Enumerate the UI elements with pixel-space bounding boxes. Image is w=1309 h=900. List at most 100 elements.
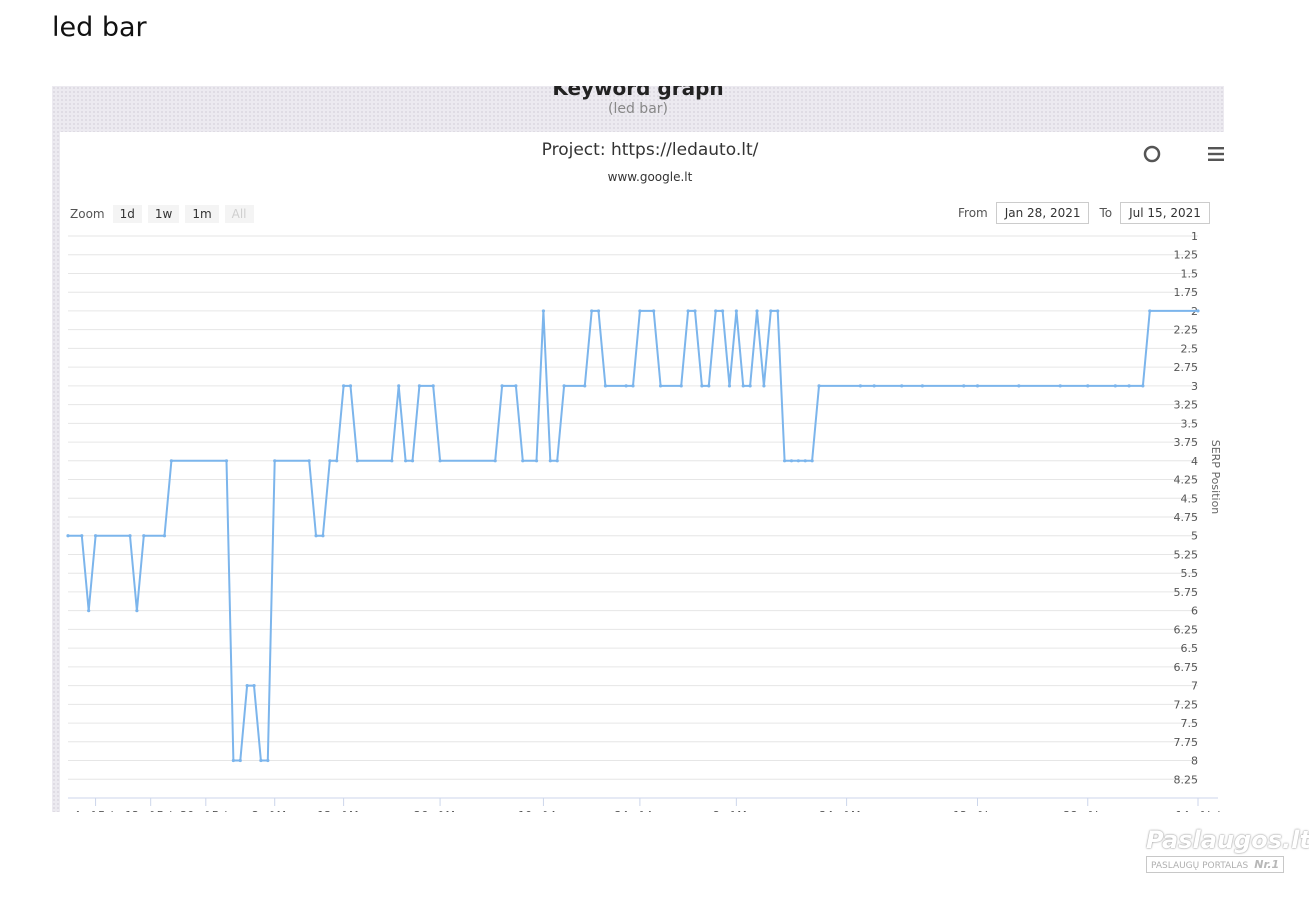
zoom-1d-button[interactable]: 1d <box>112 205 142 223</box>
data-point <box>693 309 697 313</box>
data-point <box>1127 384 1131 388</box>
x-tick-label: 12 of Jun <box>953 809 1002 812</box>
hamburger-menu-icon[interactable] <box>1206 144 1224 164</box>
data-point <box>803 459 807 463</box>
data-point <box>652 309 656 313</box>
y-tick-label: 1 <box>1191 230 1198 243</box>
data-point <box>686 309 690 313</box>
data-point <box>590 309 594 313</box>
data-point <box>727 384 732 388</box>
data-point <box>238 758 242 763</box>
y-tick-label: 7 <box>1191 680 1198 693</box>
data-point <box>307 459 311 463</box>
y-tick-label: 5.25 <box>1174 548 1199 561</box>
data-point <box>328 459 332 463</box>
from-date-input[interactable]: Jan 28, 2021 <box>995 202 1090 224</box>
page-heading: led bar <box>52 12 147 43</box>
data-point <box>169 459 173 463</box>
data-point <box>224 459 229 463</box>
y-tick-label: 3.25 <box>1174 399 1199 412</box>
y-tick-label: 5.75 <box>1174 586 1199 599</box>
data-point <box>252 684 256 688</box>
data-point <box>135 609 139 613</box>
watermark-brand: Paslaugos.lt <box>1146 826 1309 854</box>
y-tick-label: 3.75 <box>1174 436 1199 449</box>
keyword-chart-svg: 11.251.51.7522.252.52.7533.253.53.7544.2… <box>66 230 1222 812</box>
data-point <box>789 459 794 463</box>
data-point <box>541 309 546 313</box>
y-tick-label: 1.75 <box>1174 286 1199 299</box>
chart-title: Project: https://ledauto.lt/ <box>541 140 759 160</box>
data-point <box>493 459 497 463</box>
y-tick-label: 3 <box>1191 380 1198 393</box>
screenshot-title: Keyword graph <box>552 86 724 100</box>
data-point <box>342 384 346 388</box>
data-point <box>872 384 876 388</box>
zoom-1w-button[interactable]: 1w <box>147 205 180 223</box>
data-point <box>734 309 738 313</box>
data-point <box>810 459 814 463</box>
x-tick-label: 26 of Mar <box>414 809 467 812</box>
data-point <box>404 459 408 463</box>
screenshot-frame: Keyword graph (led bar) 1 1.25 1.5 1.75 2 2.2… <box>52 86 1224 812</box>
y-tick-label: 2.5 <box>1181 342 1199 355</box>
y-tick-label: 4.5 <box>1181 492 1199 505</box>
data-point <box>548 459 552 463</box>
data-point <box>500 384 504 388</box>
data-point <box>321 534 325 538</box>
data-point <box>534 459 539 463</box>
data-point <box>355 459 359 463</box>
data-point <box>1017 384 1021 388</box>
data-point <box>128 534 132 538</box>
y-tick-label: 8.25 <box>1174 773 1199 786</box>
data-point <box>624 384 628 388</box>
data-point <box>80 534 84 538</box>
data-point <box>1141 384 1145 388</box>
data-point <box>720 309 725 313</box>
data-point <box>748 384 752 388</box>
x-tick-label: 4 of Feb <box>74 809 118 812</box>
data-point <box>920 384 924 388</box>
y-tick-label: 3.5 <box>1181 417 1199 430</box>
data-point <box>87 609 91 613</box>
data-point <box>782 459 787 463</box>
zoom-all-button[interactable]: All <box>224 205 254 223</box>
y-tick-label: 2.75 <box>1174 361 1199 374</box>
data-point <box>858 384 862 388</box>
data-point <box>596 309 601 313</box>
x-tick-label: 28 of Jun <box>1063 809 1112 812</box>
data-point <box>555 459 559 463</box>
data-point <box>521 459 525 463</box>
zoom-label: Zoom <box>70 207 105 221</box>
date-range: From Jan 28, 2021 To Jul 15, 2021 <box>958 202 1220 224</box>
data-point <box>390 459 394 463</box>
watermark-logo: Paslaugos.lt PASLAUGŲ PORTALAS Nr.1 <box>1146 826 1309 878</box>
data-point <box>975 384 980 388</box>
data-point <box>348 384 353 388</box>
to-label: To <box>1099 206 1113 220</box>
circle-icon[interactable] <box>1142 144 1162 164</box>
data-point <box>1196 309 1200 313</box>
y-tick-label: 5 <box>1191 530 1198 543</box>
data-point <box>1148 309 1152 313</box>
data-point <box>631 384 635 388</box>
zoom-bar: Zoom 1d 1w 1m All <box>70 204 254 224</box>
data-point <box>410 459 415 463</box>
data-point <box>658 384 663 388</box>
data-point <box>714 309 718 313</box>
to-date-input[interactable]: Jul 15, 2021 <box>1120 202 1210 224</box>
y-tick-label: 7.25 <box>1174 698 1199 711</box>
data-point <box>273 459 277 463</box>
data-point <box>769 309 773 313</box>
data-point <box>679 384 683 388</box>
data-point <box>603 384 608 388</box>
y-tick-label: 4.75 <box>1174 511 1199 524</box>
screenshot-subtitle: (led bar) <box>608 101 668 117</box>
data-point <box>796 459 800 463</box>
zoom-1m-button[interactable]: 1m <box>185 205 219 223</box>
data-point <box>638 309 642 313</box>
watermark-tagline: PASLAUGŲ PORTALAS Nr.1 <box>1146 856 1285 873</box>
data-point <box>755 309 759 313</box>
data-point <box>817 384 821 388</box>
from-label: From <box>958 206 988 220</box>
